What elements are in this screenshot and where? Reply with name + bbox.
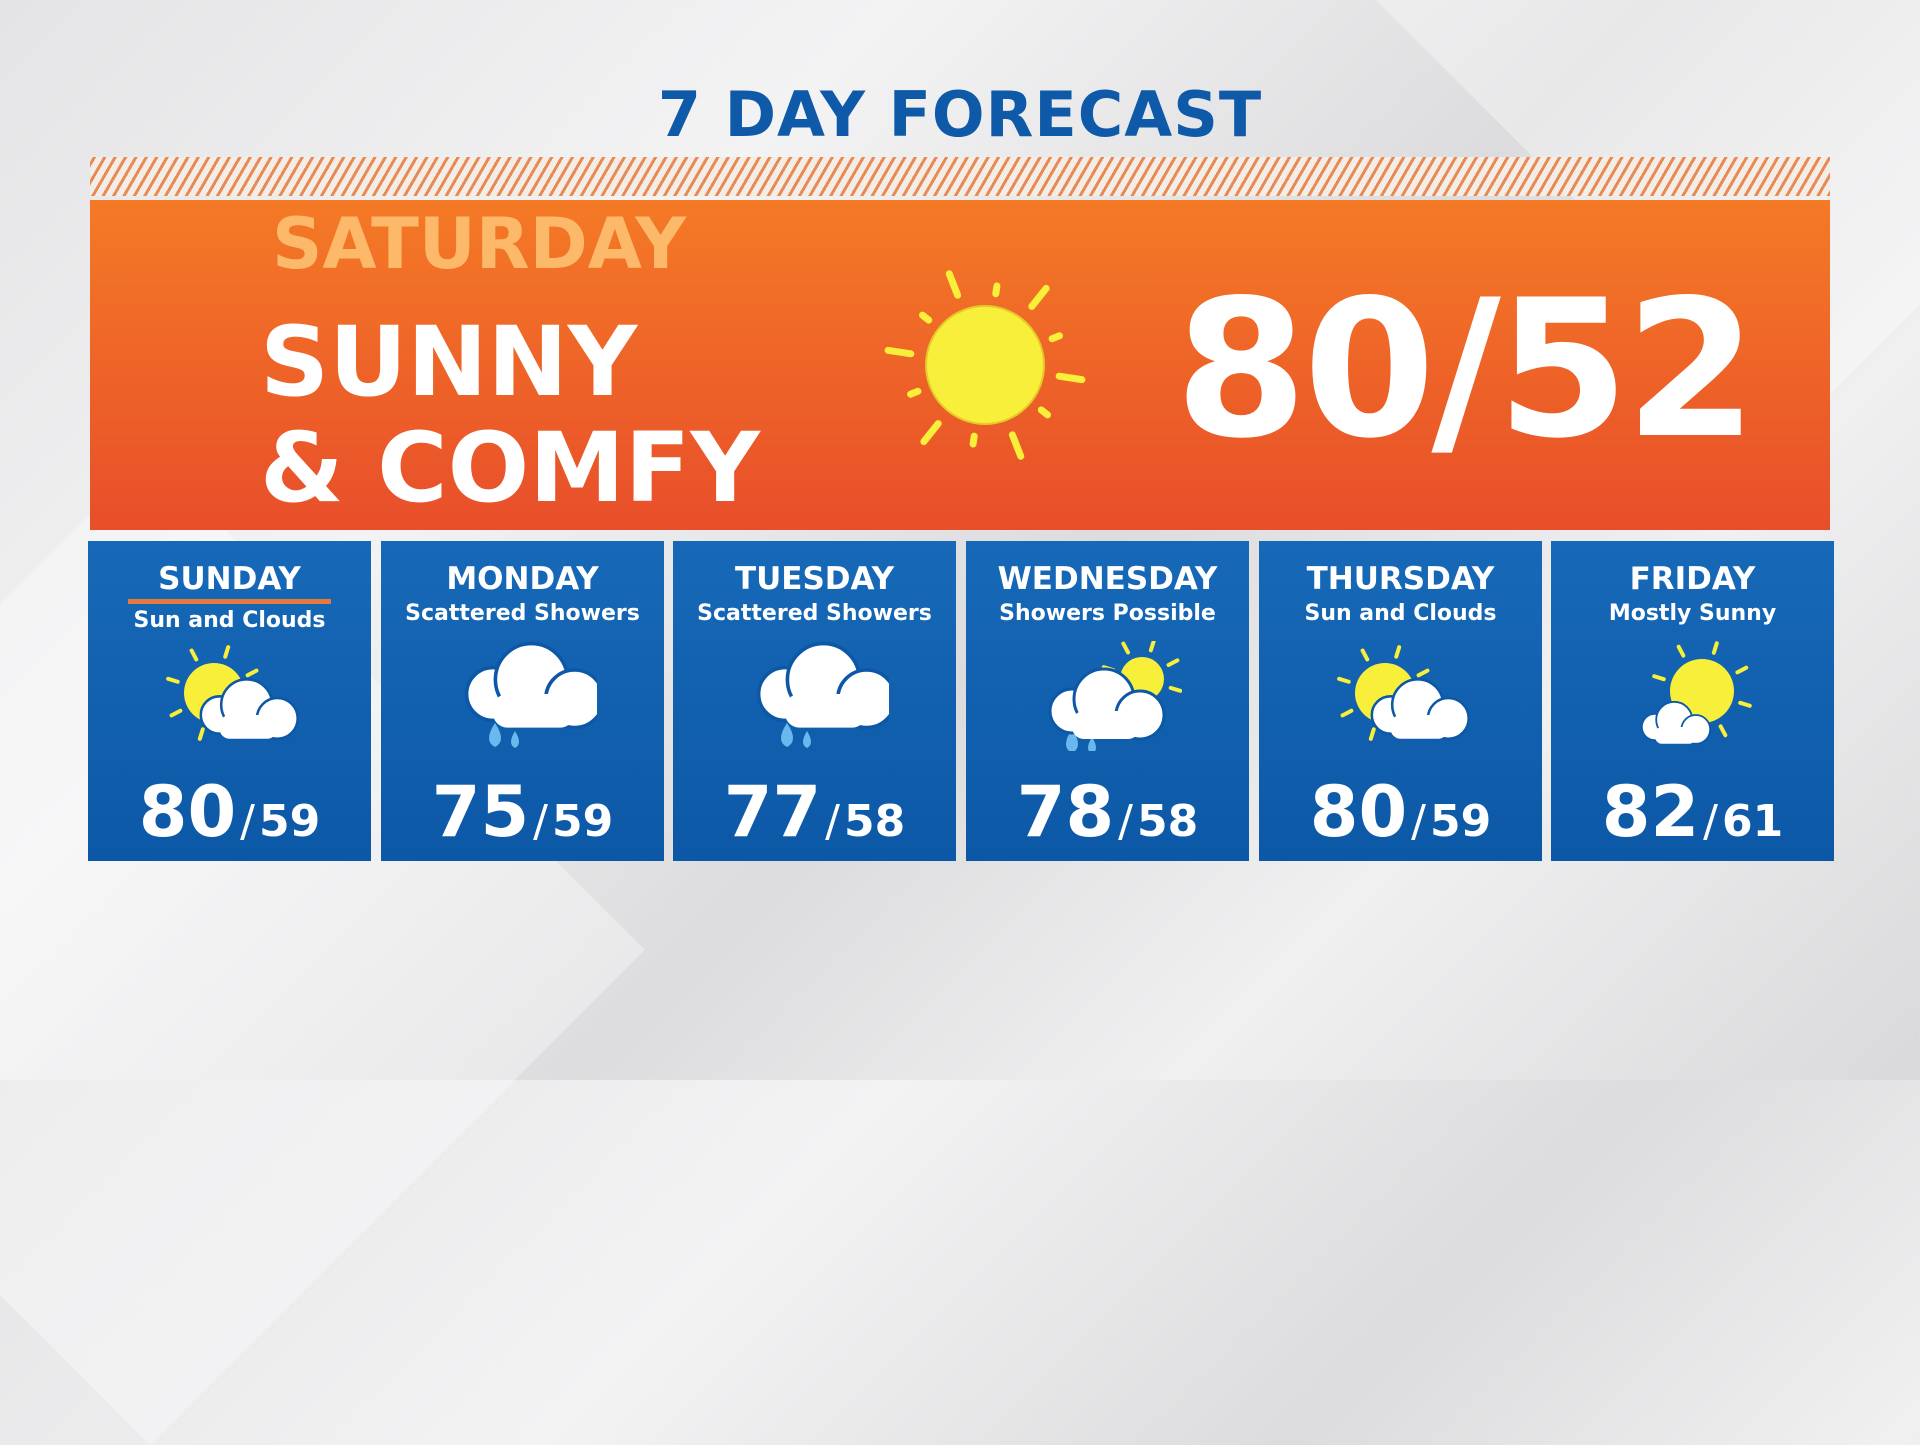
day-name: TUESDAY <box>734 561 895 597</box>
high-temp: 78 <box>1016 771 1115 853</box>
day-condition: Scattered Showers <box>405 601 640 626</box>
day-temperatures: 77/58 <box>673 777 956 847</box>
low-temp: 61 <box>1722 796 1784 847</box>
day-card-friday: FRIDAY Mostly Sunny 82/61 <box>1551 541 1834 861</box>
day-temperatures: 80/59 <box>1259 777 1542 847</box>
day-condition: Sun and Clouds <box>133 608 326 633</box>
showers-icon <box>464 641 597 748</box>
featured-headline-line2: & COMFY <box>260 412 760 524</box>
day-card-monday: MONDAY Scattered Showers 75/59 <box>381 541 664 861</box>
day-card-sunday: SUNDAY Sun and Clouds 80/59 <box>88 541 371 861</box>
day-card-thursday: THURSDAY Sun and Clouds 80/59 <box>1259 541 1542 861</box>
temp-separator: / <box>1411 796 1426 847</box>
temp-separator: / <box>1703 796 1718 847</box>
day-name: WEDNESDAY <box>997 561 1218 597</box>
featured-headline-line1: SUNNY <box>260 306 638 418</box>
low-temp: 58 <box>1137 796 1199 847</box>
day-name: FRIDAY <box>1629 561 1756 597</box>
day-temperatures: 75/59 <box>381 777 664 847</box>
low-temp: 59 <box>1430 796 1492 847</box>
hatch-stripe <box>90 157 1830 196</box>
mostly-sunny-icon <box>1640 641 1752 745</box>
temp-separator: / <box>1118 796 1133 847</box>
partly-cloudy-icon <box>166 645 299 741</box>
showers-icon <box>756 641 889 748</box>
featured-day-name: SATURDAY <box>272 203 686 285</box>
temp-separator: / <box>533 796 548 847</box>
temp-separator: / <box>240 796 255 847</box>
temp-separator: / <box>825 796 840 847</box>
high-temp: 80 <box>138 771 237 853</box>
sun-showers-icon <box>1048 641 1182 751</box>
day-condition: Sun and Clouds <box>1304 601 1497 626</box>
high-temp: 75 <box>431 771 530 853</box>
low-temp: 58 <box>844 796 906 847</box>
day-condition: Scattered Showers <box>697 601 932 626</box>
day-temperatures: 82/61 <box>1551 777 1834 847</box>
day-condition: Mostly Sunny <box>1608 601 1777 626</box>
high-temp: 77 <box>723 771 822 853</box>
high-temp: 82 <box>1601 771 1700 853</box>
day-condition: Showers Possible <box>999 601 1216 626</box>
day-name: MONDAY <box>446 561 599 597</box>
day-name: SUNDAY <box>128 561 331 604</box>
low-temp: 59 <box>259 796 321 847</box>
sun-icon <box>884 270 1086 460</box>
day-card-tuesday: TUESDAY Scattered Showers 77/58 <box>673 541 956 861</box>
high-temp: 80 <box>1309 771 1408 853</box>
featured-day-banner: SATURDAY SUNNY & COMFY 80/52 <box>90 200 1830 530</box>
day-temperatures: 80/59 <box>88 777 371 847</box>
day-card-wednesday: WEDNESDAY Showers Possible 78/58 <box>966 541 1249 861</box>
day-temperatures: 78/58 <box>966 777 1249 847</box>
partly-cloudy-icon <box>1337 645 1470 741</box>
low-temp: 59 <box>552 796 614 847</box>
page-title: 7 DAY FORECAST <box>657 78 1263 151</box>
featured-temperature: 80/52 <box>1175 259 1757 480</box>
day-name: THURSDAY <box>1306 561 1495 597</box>
